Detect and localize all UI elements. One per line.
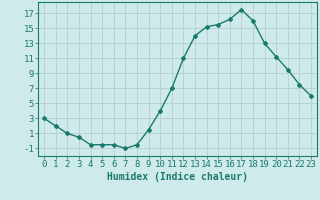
X-axis label: Humidex (Indice chaleur): Humidex (Indice chaleur) xyxy=(107,172,248,182)
